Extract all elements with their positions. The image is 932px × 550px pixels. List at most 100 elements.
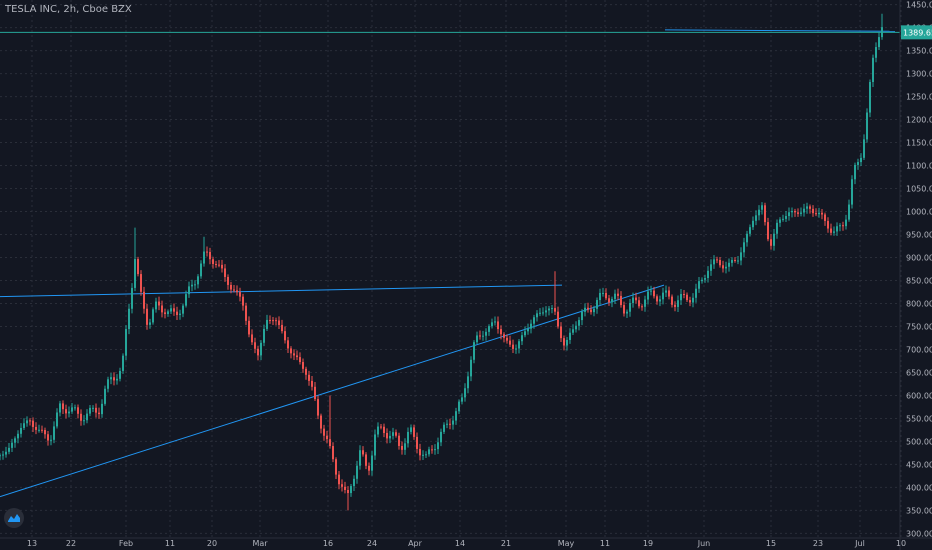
price-tick-label: 1450.00 <box>906 1 932 10</box>
candle-body <box>470 359 472 377</box>
candle-body <box>809 206 811 209</box>
candle-body <box>377 426 379 435</box>
price-axis[interactable]: 300.00 350.00 400.00 450.00 500.00 550.00 600.… <box>899 0 932 550</box>
candle-body <box>509 340 511 345</box>
candle-body <box>101 403 103 415</box>
candle-body <box>149 322 151 325</box>
candle-body <box>5 451 7 455</box>
price-tick-label: 850.00 <box>906 276 932 285</box>
candle-body <box>539 312 541 314</box>
candle-body <box>803 208 805 213</box>
time-tick-label: 24 <box>367 539 377 548</box>
candle-body <box>716 259 718 261</box>
candle-body <box>845 219 847 227</box>
candle-body <box>380 426 382 428</box>
time-tick-label: Feb <box>119 539 133 548</box>
trendline-resistance[interactable] <box>0 284 563 298</box>
candle-body <box>644 299 646 307</box>
candle-body <box>755 215 757 221</box>
candle-body <box>284 331 286 341</box>
candle-body <box>347 490 349 494</box>
candle-body <box>398 435 400 446</box>
candle-body <box>281 324 283 332</box>
candle-body <box>263 328 265 343</box>
candle-body <box>92 407 94 409</box>
candle-body <box>710 264 712 271</box>
time-tick-label: 11 <box>600 539 610 548</box>
candle-body <box>296 355 298 358</box>
candle-body <box>500 329 502 335</box>
candle-body <box>668 290 670 297</box>
candle-body <box>449 423 451 425</box>
time-tick-label: 21 <box>501 539 511 548</box>
candle-body <box>677 300 679 307</box>
candle-body <box>764 205 766 223</box>
price-tick-label: 450.00 <box>906 460 932 469</box>
candle-body <box>404 443 406 450</box>
candle-body <box>623 305 625 314</box>
candle-body <box>356 465 358 479</box>
candle-body <box>506 337 508 341</box>
trendlines[interactable] <box>0 29 896 498</box>
candle-body <box>698 281 700 289</box>
candle-body <box>17 433 19 439</box>
candle-body <box>302 362 304 369</box>
candle-body <box>719 260 721 266</box>
candle-body <box>557 311 559 327</box>
candle-body <box>659 299 661 302</box>
candle-body <box>842 225 844 227</box>
candle-body <box>548 308 550 311</box>
candle-body <box>224 268 226 277</box>
candle-body <box>392 432 394 436</box>
time-tick-label: 11 <box>165 539 175 548</box>
candle-body <box>446 423 448 425</box>
candle-body <box>320 415 322 429</box>
candle-body <box>452 420 454 425</box>
candle-body <box>674 304 676 307</box>
candle-body <box>95 407 97 413</box>
price-tick-label: 550.00 <box>906 414 932 423</box>
candle-body <box>11 442 13 448</box>
price-tick-label: 1350.00 <box>906 47 932 56</box>
candle-body <box>665 290 667 293</box>
candle-body <box>551 308 553 310</box>
candle-body <box>176 311 178 315</box>
last-price-badge: 1389.65 <box>901 25 932 40</box>
candle-body <box>269 319 271 321</box>
candle-body <box>425 454 427 456</box>
candle-body <box>182 305 184 314</box>
candle-body <box>44 430 46 435</box>
candle-body <box>485 331 487 336</box>
candle-body <box>311 380 313 387</box>
candle-body <box>782 218 784 220</box>
candle-body <box>818 212 820 215</box>
candle-body <box>332 446 334 460</box>
candle-body <box>98 412 100 415</box>
candle-body <box>305 368 307 375</box>
candle-body <box>605 292 607 299</box>
candle-body <box>620 295 622 306</box>
candle-body <box>134 259 136 288</box>
candle-body <box>32 420 34 427</box>
logo-mark-icon <box>8 514 20 522</box>
candle-body <box>806 206 808 209</box>
candle-body <box>503 334 505 338</box>
candle-body <box>416 436 418 449</box>
price-tick-label: 1200.00 <box>906 116 932 125</box>
last-price-label: 1389.65 <box>903 28 932 37</box>
tradingview-logo-icon[interactable] <box>4 508 24 528</box>
candle-body <box>107 379 109 389</box>
trendline-support[interactable] <box>0 284 665 498</box>
candle-body <box>65 409 67 414</box>
candle-body <box>824 214 826 221</box>
candle-body <box>410 427 412 432</box>
candle-body <box>464 388 466 398</box>
candle-body <box>479 335 481 337</box>
candle-body <box>350 486 352 494</box>
trendline-top-ray[interactable] <box>664 29 896 32</box>
time-axis[interactable]: 13 22 Feb 11 20 Mar 16 24 Apr 14 21 May 11 19 Jun 15 23 J… <box>0 537 932 548</box>
time-tick-label: Jun <box>697 539 711 548</box>
candle-body <box>515 348 517 350</box>
candle-body <box>137 259 139 275</box>
